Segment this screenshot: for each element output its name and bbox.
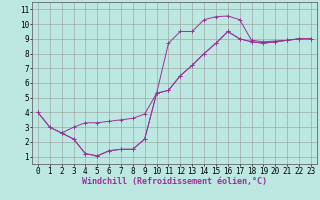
X-axis label: Windchill (Refroidissement éolien,°C): Windchill (Refroidissement éolien,°C) — [82, 177, 267, 186]
